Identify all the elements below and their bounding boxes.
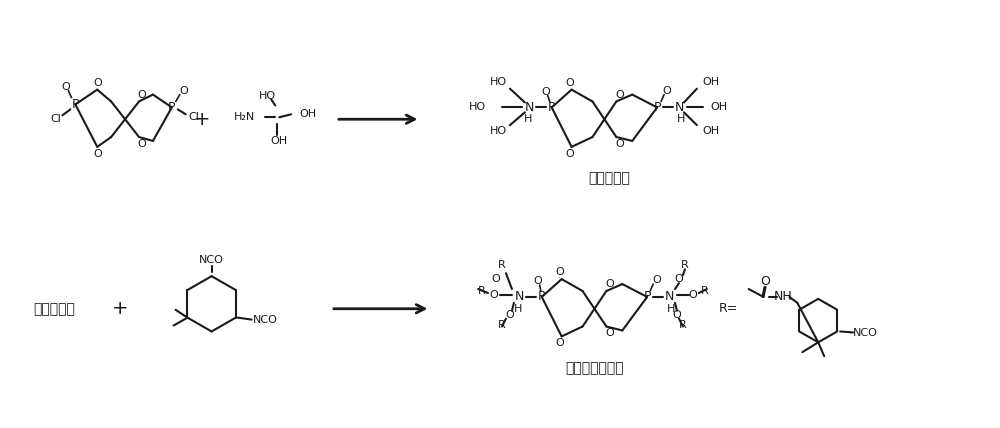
Text: 含熧六元醇: 含熧六元醇 [588,172,630,185]
Text: OH: OH [271,136,288,146]
Text: R=: R= [719,302,738,315]
Text: P: P [548,101,555,114]
Text: HO: HO [259,91,276,101]
Text: O: O [93,78,102,88]
Text: +: + [193,110,210,129]
Text: OH: OH [703,126,720,136]
Text: N: N [515,291,525,303]
Text: R: R [681,260,689,270]
Text: NH: NH [774,291,793,303]
Text: N: N [525,101,535,114]
Text: O: O [93,149,102,159]
Text: P: P [538,291,546,303]
Text: OH: OH [703,77,720,87]
Text: O: O [492,274,500,284]
Text: O: O [533,276,542,286]
Text: R: R [498,260,506,270]
Text: H: H [677,114,685,124]
Text: R: R [701,286,709,296]
Text: O: O [615,139,624,149]
Text: HO: HO [469,102,486,113]
Text: P: P [653,101,661,114]
Text: O: O [653,275,661,285]
Text: H: H [667,304,675,314]
Text: O: O [615,89,624,100]
Text: HO: HO [489,126,507,136]
Text: OH: OH [711,102,728,113]
Text: NCO: NCO [253,315,278,324]
Text: O: O [675,274,683,284]
Text: +: + [112,299,128,318]
Text: Cl: Cl [50,114,61,124]
Text: O: O [506,310,514,320]
Text: O: O [605,328,614,339]
Text: R: R [679,320,687,330]
Text: O: O [565,149,574,159]
Text: O: O [490,290,498,300]
Text: P: P [72,98,79,111]
Text: R: R [498,320,506,330]
Text: O: O [138,139,146,149]
Text: O: O [541,86,550,97]
Text: 含熧六元醇: 含熧六元醇 [34,302,75,316]
Text: 含熧多异氰酸酩: 含熧多异氰酸酩 [565,361,624,375]
Text: P: P [643,291,651,303]
Text: O: O [138,89,146,100]
Text: O: O [555,267,564,277]
Text: H: H [524,114,532,124]
Text: O: O [663,86,671,95]
Text: O: O [61,82,70,92]
Text: H: H [514,304,522,314]
Text: O: O [689,290,697,300]
Text: N: N [674,101,684,114]
Text: O: O [605,279,614,289]
Text: R: R [478,286,486,296]
Text: O: O [761,275,770,288]
Text: H₂N: H₂N [234,112,255,122]
Text: O: O [673,310,681,320]
Text: Cl: Cl [188,112,199,122]
Text: P: P [168,101,176,114]
Text: N: N [664,291,674,303]
Text: HO: HO [489,77,507,87]
Text: O: O [565,78,574,88]
Text: O: O [179,86,188,95]
Text: NCO: NCO [199,256,224,265]
Text: NCO: NCO [853,328,877,339]
Text: OH: OH [299,109,316,119]
Text: O: O [555,338,564,348]
